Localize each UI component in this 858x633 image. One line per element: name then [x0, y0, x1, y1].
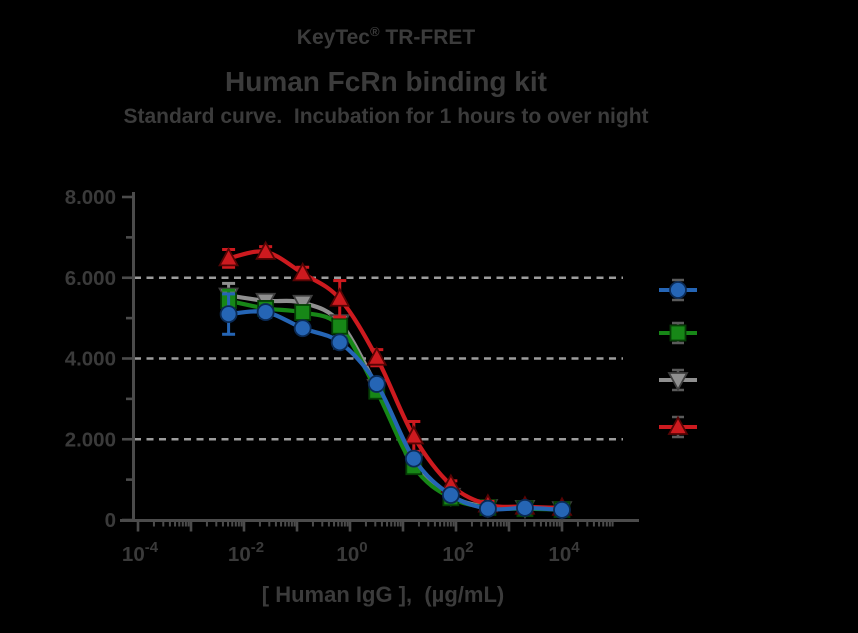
y-tick-label: 0: [105, 509, 116, 532]
x-tick-label: 10-4: [122, 539, 159, 566]
triangle-up-marker: [218, 246, 240, 267]
registered-mark: ®: [369, 24, 380, 39]
circle-marker: [330, 333, 349, 352]
triangle-up-marker: [255, 240, 277, 260]
circle-marker: [516, 498, 534, 517]
kit-brand-title: KeyTec® TR-FRET: [0, 24, 772, 50]
legend: [659, 278, 697, 439]
series-blue-circle-curve: [226, 309, 565, 513]
y-tick-label: 4.000: [65, 348, 116, 371]
legend-entry-triangle-down: [659, 368, 697, 392]
triangle-up-marker: [667, 415, 689, 435]
circle-marker: [219, 305, 238, 323]
circle-marker: [367, 375, 386, 393]
circle-marker: [293, 319, 312, 338]
x-tick-label: 104: [548, 539, 580, 566]
x-tick-label: 100: [336, 539, 367, 566]
x-tick-label: 10-2: [228, 539, 264, 566]
circle-marker: [404, 449, 423, 468]
series-green-square: [220, 288, 571, 518]
axes: 0 2.000 4.000 6.000 8.000 10-4 10-2 100 102 104: [65, 186, 639, 566]
triangle-up-marker: [366, 346, 388, 366]
y-tick-label: 2.000: [65, 428, 116, 451]
circle-marker: [441, 486, 460, 504]
y-tick-label: 8.000: [65, 186, 116, 209]
square-marker: [669, 324, 687, 342]
circle-marker: [479, 499, 497, 518]
legend-entry-circle: [659, 278, 697, 302]
legend-entry-square: [659, 321, 697, 345]
x-tick-label: 102: [442, 539, 473, 566]
x-axis-title: [ Human IgG ], (µg/mL): [261, 582, 505, 607]
circle-marker: [669, 281, 687, 299]
square-marker: [294, 304, 312, 321]
kit-name-title: Human FcRn binding kit: [225, 66, 547, 97]
series-blue-circle: [219, 292, 571, 519]
circle-marker: [553, 501, 571, 519]
series-red-triangle-up: [218, 240, 573, 516]
chart-subtitle: Standard curve. Incubation for 1 hours t…: [123, 105, 649, 128]
legend-entry-triangle-up: [659, 415, 697, 439]
brand-name: KeyTec: [296, 26, 370, 49]
square-marker: [331, 317, 349, 335]
triangle-down-marker: [667, 372, 689, 392]
series-green-square-curve: [226, 298, 565, 512]
triangle-up-marker: [403, 425, 425, 445]
triangle-down-marker: [292, 294, 314, 315]
chart-title-block: KeyTec® TR-FRET Human FcRn binding kit S…: [0, 24, 772, 129]
y-tick-label: 6.000: [65, 267, 116, 290]
triangle-up-marker: [292, 261, 314, 282]
circle-marker: [256, 303, 275, 321]
series-red-triangle-up-curve: [226, 249, 565, 510]
triangle-up-marker: [329, 287, 351, 307]
brand-suffix: TR-FRET: [379, 26, 476, 49]
